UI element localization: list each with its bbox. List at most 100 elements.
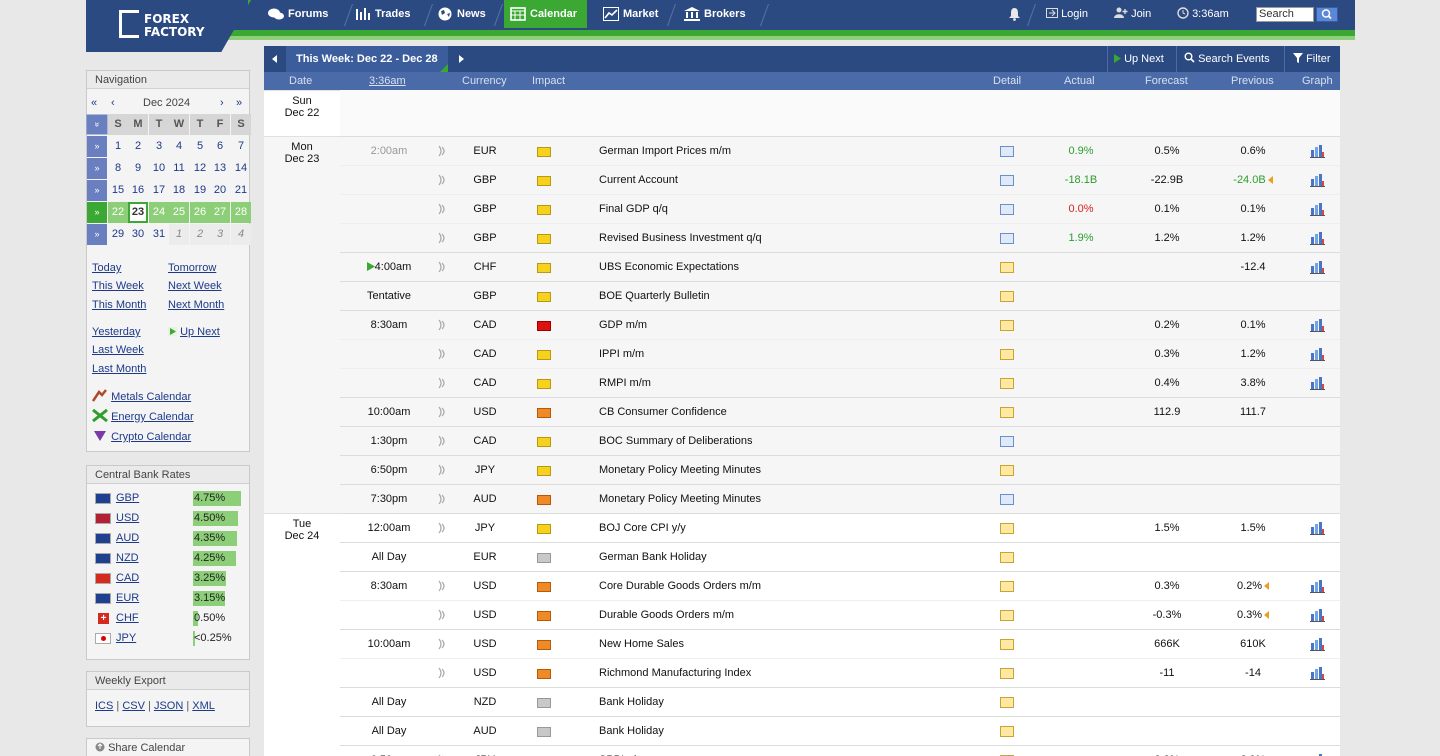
calendar-day[interactable]: 30	[131, 228, 145, 240]
impact-indicator[interactable]	[537, 137, 553, 166]
speaker-icon[interactable]	[438, 311, 448, 340]
calendar-day[interactable]: 4	[231, 224, 251, 245]
login-link[interactable]: Login	[1046, 0, 1088, 28]
this-month-link[interactable]: This Month	[92, 299, 147, 311]
rate-row[interactable]: USD 4.50%	[95, 510, 245, 528]
event-title[interactable]: GDP m/m	[599, 319, 648, 331]
calendar-day[interactable]: 8	[114, 162, 122, 174]
currency-code[interactable]: CAD	[116, 572, 140, 584]
detail-folder-icon[interactable]	[1000, 630, 1014, 659]
tomorrow-link[interactable]: Tomorrow	[168, 262, 217, 274]
speaker-icon[interactable]	[438, 485, 448, 514]
graph-icon[interactable]	[1310, 166, 1326, 195]
speaker-icon[interactable]	[438, 427, 448, 456]
event-row[interactable]: Tentative GBP BOE Quarterly Bulletin	[340, 281, 1340, 310]
rate-row[interactable]: EUR 3.15%	[95, 590, 245, 608]
prev-month-link[interactable]: ‹	[111, 97, 115, 109]
export-json-link[interactable]: JSON	[153, 700, 184, 712]
speaker-icon[interactable]	[438, 369, 448, 398]
up-next-link[interactable]: Up Next	[168, 326, 220, 338]
export-xml-link[interactable]: XML	[192, 700, 215, 712]
impact-indicator[interactable]	[537, 398, 553, 427]
calendar-day[interactable]: 22	[108, 202, 128, 223]
event-row[interactable]: 1:30pm CAD BOC Summary of Deliberations	[340, 426, 1340, 455]
calendar-day[interactable]: 2	[134, 140, 142, 152]
tab-news[interactable]: News	[431, 0, 496, 28]
event-row[interactable]: 6:50pm JPY SPPI y/y 3.2% 2.9%	[340, 745, 1340, 756]
next-month-link-text[interactable]: Next Month	[168, 299, 225, 311]
detail-folder-icon[interactable]	[1000, 514, 1014, 543]
bell-icon[interactable]	[1008, 7, 1021, 21]
export-csv-link[interactable]: CSV	[122, 700, 145, 712]
graph-icon[interactable]	[1310, 253, 1326, 282]
event-row[interactable]: USD Richmond Manufacturing Index -11 -14	[340, 658, 1340, 687]
impact-indicator[interactable]	[537, 543, 553, 572]
event-row[interactable]: CAD IPPI m/m 0.3% 1.2%	[340, 339, 1340, 368]
impact-indicator[interactable]	[537, 514, 553, 543]
detail-folder-icon[interactable]	[1000, 688, 1014, 717]
calendar-day[interactable]: 11	[173, 162, 185, 174]
event-row[interactable]: 4:00am CHF UBS Economic Expectations -12.4	[340, 252, 1340, 281]
calendar-day[interactable]: 23	[128, 202, 148, 223]
event-title[interactable]: SPPI y/y	[599, 746, 939, 756]
speaker-icon[interactable]	[438, 746, 448, 756]
impact-indicator[interactable]	[537, 659, 553, 688]
event-title[interactable]: BOE Quarterly Bulletin	[599, 290, 710, 302]
join-link[interactable]: Join	[1114, 0, 1151, 28]
event-title[interactable]: BOC Summary of Deliberations	[599, 435, 753, 447]
next-week-link[interactable]: Next Week	[168, 280, 222, 292]
tab-calendar[interactable]: Calendar	[504, 0, 588, 28]
speaker-icon[interactable]	[438, 166, 448, 195]
event-title[interactable]: German Bank Holiday	[599, 551, 707, 563]
calendar-day[interactable]: 21	[234, 184, 248, 196]
impact-indicator[interactable]	[537, 572, 553, 601]
detail-folder-icon[interactable]	[1000, 746, 1014, 756]
impact-indicator[interactable]	[537, 282, 553, 311]
currency-code[interactable]: EUR	[116, 592, 140, 604]
detail-folder-icon[interactable]	[1000, 195, 1014, 224]
detail-folder-icon[interactable]	[1000, 659, 1014, 688]
graph-icon[interactable]	[1310, 137, 1326, 166]
detail-folder-icon[interactable]	[1000, 398, 1014, 427]
calendar-day[interactable]: 29	[111, 228, 125, 240]
impact-indicator[interactable]	[537, 224, 553, 253]
impact-indicator[interactable]	[537, 311, 553, 340]
calendar-day[interactable]: 9	[134, 162, 142, 174]
event-title[interactable]: Revised Business Investment q/q	[599, 232, 762, 244]
event-title[interactable]: Core Durable Goods Orders m/m	[599, 580, 761, 592]
detail-folder-icon[interactable]	[1000, 456, 1014, 485]
detail-folder-icon[interactable]	[1000, 601, 1014, 630]
event-title[interactable]: Bank Holiday	[599, 725, 664, 737]
speaker-icon[interactable]	[438, 601, 448, 630]
rate-row[interactable]: GBP 4.75%	[95, 490, 245, 508]
calendar-day[interactable]: 12	[193, 162, 207, 174]
impact-indicator[interactable]	[537, 485, 553, 514]
calendar-day[interactable]: 25	[169, 202, 189, 223]
graph-icon[interactable]	[1310, 340, 1326, 369]
calendar-day[interactable]: 19	[193, 184, 207, 196]
event-row[interactable]: All Day NZD Bank Holiday	[340, 687, 1340, 716]
event-title[interactable]: Richmond Manufacturing Index	[599, 667, 752, 679]
graph-icon[interactable]	[1310, 746, 1326, 756]
share-calendar-panel[interactable]: Share Calendar	[86, 738, 250, 756]
calendar-day[interactable]: 3	[210, 224, 230, 245]
detail-folder-icon[interactable]	[1000, 572, 1014, 601]
calendar-day[interactable]: 20	[213, 184, 227, 196]
calendar-day[interactable]: 1	[114, 140, 122, 152]
tab-brokers[interactable]: Brokers	[678, 0, 756, 28]
export-ics-link[interactable]: ICS	[95, 700, 114, 712]
week-select-icon[interactable]: »	[87, 180, 107, 201]
speaker-icon[interactable]	[438, 659, 448, 688]
detail-folder-icon[interactable]	[1000, 717, 1014, 746]
calendar-day[interactable]: 1	[169, 224, 189, 245]
currency-code[interactable]: AUD	[116, 532, 140, 544]
speaker-icon[interactable]	[438, 253, 448, 282]
search-button[interactable]	[1316, 7, 1338, 22]
impact-indicator[interactable]	[537, 688, 553, 717]
event-row[interactable]: GBP Current Account -18.1B -22.9B -24.0B	[340, 165, 1340, 194]
event-row[interactable]: CAD RMPI m/m 0.4% 3.8%	[340, 368, 1340, 397]
impact-indicator[interactable]	[537, 630, 553, 659]
detail-folder-icon[interactable]	[1000, 427, 1014, 456]
impact-indicator[interactable]	[537, 340, 553, 369]
detail-folder-icon[interactable]	[1000, 485, 1014, 514]
